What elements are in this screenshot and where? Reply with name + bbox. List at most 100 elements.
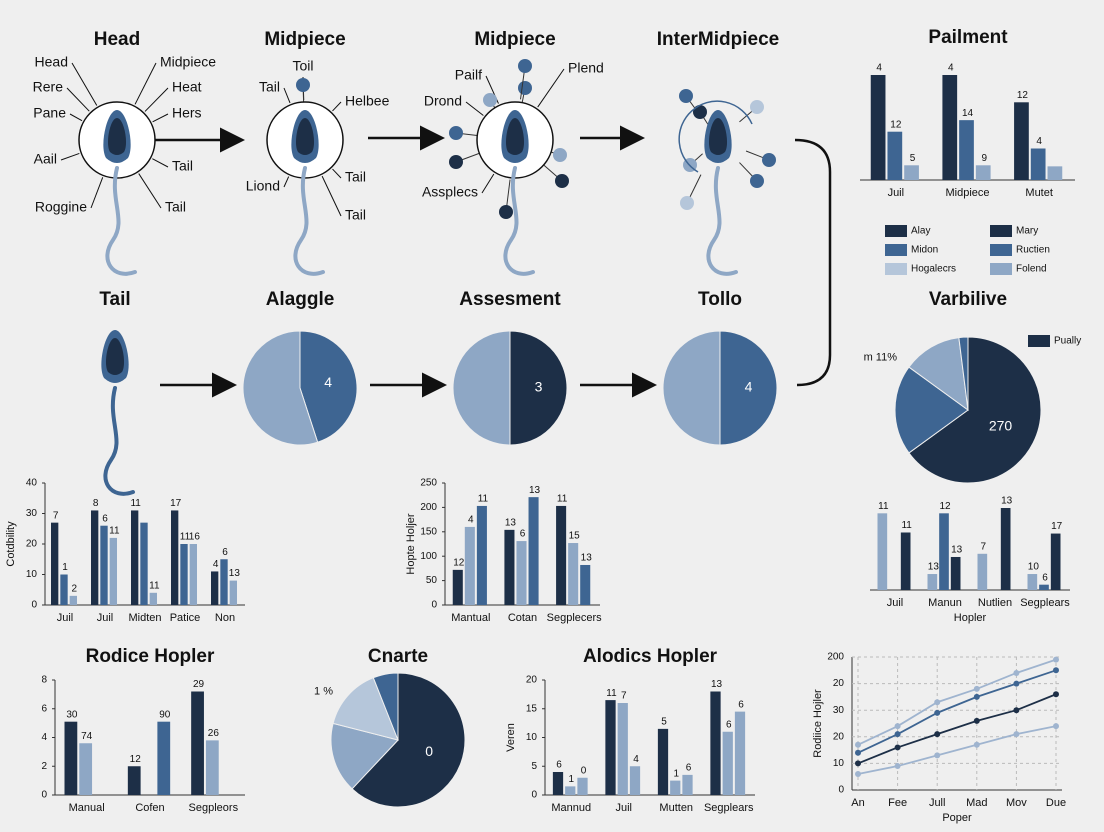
pie-slice — [452, 330, 511, 446]
bar-note: 29 — [193, 679, 205, 690]
bar-note: 4 — [876, 63, 882, 74]
legend-label: Midon — [911, 245, 938, 256]
diagram-label: Heat — [172, 79, 202, 95]
bar-note: 1 — [62, 562, 68, 573]
x-tick-label: Mad — [966, 797, 987, 809]
bar-note: 1 — [673, 768, 679, 779]
x-tick-label: Segpleors — [189, 802, 239, 814]
bar — [1000, 508, 1011, 590]
bar — [734, 711, 746, 795]
bar-note: 11 — [478, 494, 489, 505]
x-tick-label: Jull — [929, 797, 946, 809]
sperm-nucleus — [708, 118, 728, 155]
line-point — [934, 752, 941, 759]
y-tick-label: 40 — [26, 478, 38, 489]
bar-note: 11 — [109, 526, 120, 537]
diagram-title: Midpiece — [474, 29, 555, 50]
x-tick-label: Due — [1046, 797, 1066, 809]
bar-note: 4 — [468, 515, 474, 526]
legend-label: Mary — [1016, 226, 1038, 237]
legend-swatch — [885, 244, 907, 256]
sperm-tail — [105, 166, 137, 276]
bar — [877, 513, 888, 590]
sperm-nucleus — [107, 118, 127, 155]
node-dot — [296, 78, 310, 92]
diagram-label: Hers — [172, 105, 202, 121]
pie-slice — [719, 330, 778, 446]
line-point — [1013, 707, 1020, 714]
diagram-label: Plend — [568, 60, 604, 76]
node-dot — [679, 89, 693, 103]
chart-title: Alaggle — [266, 289, 335, 310]
bar — [91, 510, 99, 605]
bar — [580, 564, 591, 605]
line-point — [855, 741, 861, 748]
bar-note: 74 — [81, 731, 93, 742]
bar — [959, 120, 974, 180]
bar — [211, 571, 219, 605]
pie-slice — [372, 672, 399, 741]
bar — [100, 525, 108, 605]
y-tick-label: 10 — [526, 732, 538, 743]
bar-note: 9 — [981, 153, 987, 164]
bar-note: 11 — [901, 520, 912, 531]
diagram-label: Pane — [33, 105, 66, 121]
bar-note: 14 — [962, 108, 974, 119]
bar-note: 12 — [939, 501, 951, 512]
bar — [1050, 533, 1061, 590]
leader-line — [283, 87, 291, 104]
x-tick-label: Juil — [97, 612, 114, 624]
x-tick-label: Nutlien — [978, 597, 1012, 609]
bar-note: 11 — [557, 494, 568, 505]
bar — [504, 529, 515, 605]
line-point — [1053, 656, 1059, 663]
line-point — [934, 709, 941, 716]
chart-title: Rodice Hopler — [86, 646, 215, 667]
bar — [476, 505, 487, 605]
bar-note: 13 — [951, 545, 963, 556]
x-tick-label: An — [851, 797, 864, 809]
bar — [900, 532, 911, 590]
y-axis-label: Cotdbility — [5, 521, 17, 567]
diagram-title: Tail — [99, 289, 130, 310]
bar — [452, 569, 463, 605]
bar-note: 6 — [726, 719, 732, 730]
bar-note: 11 — [149, 580, 160, 591]
bar — [464, 526, 475, 605]
diagram-label: Assplecs — [422, 184, 478, 200]
bar — [180, 544, 188, 605]
legend-swatch — [1028, 335, 1050, 347]
bar-note: 7 — [621, 691, 627, 702]
bar — [109, 537, 117, 605]
diagram-label: Toil — [292, 58, 313, 74]
bar — [171, 510, 179, 605]
diagram-label: Helbee — [345, 93, 390, 109]
bar-note: 13 — [1001, 496, 1013, 507]
bar — [577, 777, 588, 795]
chart-title: Assesment — [459, 289, 561, 310]
bar — [942, 75, 958, 180]
pie-slice — [332, 677, 399, 741]
legend-label: Hogalecrs — [911, 264, 956, 275]
leader-line — [465, 101, 484, 116]
bar — [1047, 166, 1063, 180]
leader-line — [138, 173, 162, 209]
line — [857, 693, 1057, 765]
legend-swatch — [990, 263, 1012, 275]
leader-line — [90, 177, 104, 209]
bar-note: 4 — [948, 63, 954, 74]
bar-note: 6 — [222, 547, 228, 558]
y-tick-label: 0 — [838, 785, 844, 796]
bar — [552, 772, 564, 795]
leader-line — [71, 62, 98, 106]
pie-slice — [894, 366, 969, 454]
bar-note: 90 — [159, 709, 171, 720]
x-tick-label: Non — [215, 612, 235, 624]
line-point — [894, 731, 901, 738]
x-tick-label: Juil — [57, 612, 74, 624]
bar-note: 11 — [878, 501, 889, 512]
y-axis-label: Veren — [505, 723, 517, 752]
chart-title: Alodics Hopler — [583, 646, 718, 667]
y-tick-label: 10 — [833, 758, 845, 769]
